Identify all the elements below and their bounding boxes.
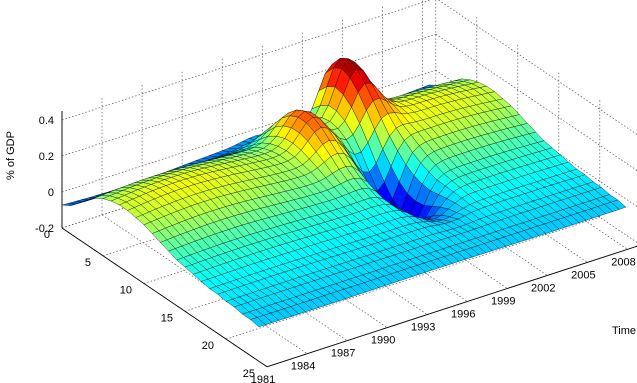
y-tick-label: 2008 (611, 256, 635, 268)
x-tick-label: 15 (161, 312, 173, 324)
x-tick-label: 5 (85, 257, 91, 269)
y-axis-line (266, 245, 637, 368)
z-axis-label: % of GDP (5, 131, 17, 180)
y-tick-label: 1993 (411, 322, 435, 334)
y-tick-label: 1996 (451, 309, 475, 321)
z-tick-label: 0.2 (39, 151, 54, 163)
surface-mesh (61, 57, 627, 327)
back-wall-gridline (61, 69, 436, 193)
y-tick-label: 1981 (251, 374, 275, 383)
z-tick-label: 0.4 (39, 115, 54, 127)
z-tick-label: -0.2 (35, 223, 54, 235)
z-tick-label: 0 (48, 187, 54, 199)
x-axis-line (61, 227, 268, 368)
floor-gridline (225, 216, 600, 340)
side-wall-gridline (435, 33, 637, 171)
x-tick-label: 10 (120, 285, 132, 297)
y-tick-label: 2002 (531, 282, 555, 294)
y-tick-label: 1987 (331, 348, 355, 360)
axis-ticks: 0.40.20-0.205101520251981198419871990199… (35, 115, 636, 383)
x-tick-label: 20 (202, 340, 214, 352)
surface-cell (250, 317, 266, 327)
x-tick-label: 0 (44, 229, 50, 241)
y-tick-label: 1990 (371, 335, 395, 347)
x-tick-label: 25 (243, 368, 255, 380)
y-tick-label: 2005 (571, 269, 595, 281)
y-tick-label: 1999 (491, 295, 515, 307)
y-axis-label: Time (612, 325, 636, 337)
y-tick-label: 1984 (291, 361, 315, 373)
back-wall-gridline (61, 33, 436, 157)
side-wall-gridline (437, 0, 637, 135)
back-wall-gridline (61, 0, 432, 121)
